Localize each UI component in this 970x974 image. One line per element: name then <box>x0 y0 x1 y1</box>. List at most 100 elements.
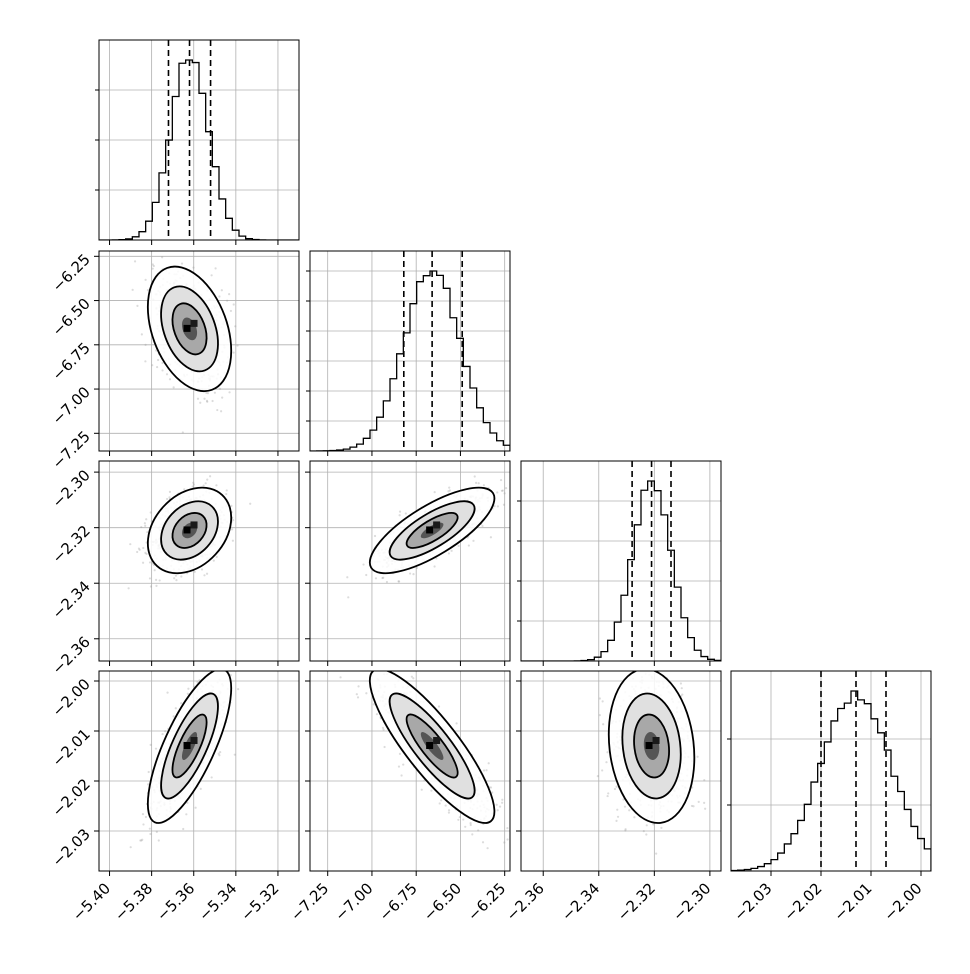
scatter-point <box>430 789 433 792</box>
scatter-point <box>199 401 202 404</box>
scatter-point <box>455 722 458 725</box>
x-tick-label: −2.03 <box>730 879 775 924</box>
hist-step-3 <box>731 690 931 871</box>
scatter-point <box>232 303 235 306</box>
scatter-point <box>504 487 508 490</box>
scatter-point <box>129 543 132 546</box>
scatter-point <box>489 536 493 539</box>
scatter-point <box>218 387 222 391</box>
hist-grid <box>99 40 299 240</box>
scatter-point <box>237 687 240 691</box>
scatter-point <box>447 809 451 812</box>
scatter-point <box>199 787 202 790</box>
scatter-point <box>138 548 141 551</box>
scatter-point <box>601 769 604 772</box>
scatter-point <box>140 333 143 336</box>
scatter-point <box>127 587 130 590</box>
scatter-point <box>174 574 178 577</box>
scatter-point <box>164 730 167 733</box>
y-tick-label: −7.25 <box>49 427 94 472</box>
scatter-point <box>217 752 220 755</box>
scatter-point <box>180 262 184 265</box>
scatter-point <box>220 289 223 292</box>
density-group <box>346 475 510 599</box>
scatter-point <box>503 841 506 844</box>
scatter-point <box>161 732 164 736</box>
scatter-point <box>435 557 438 560</box>
scatter-point <box>347 596 350 599</box>
x-tick-label: −2.32 <box>614 879 659 924</box>
scatter-point <box>704 807 707 810</box>
scatter-point <box>503 492 506 495</box>
x-tick-label: −5.32 <box>237 879 282 924</box>
x-tick-label: −6.75 <box>376 879 421 924</box>
scatter-point <box>196 664 198 666</box>
scatter-point <box>204 482 207 485</box>
scatter-point <box>383 745 386 749</box>
scatter-point <box>233 753 236 756</box>
scatter-point <box>457 818 460 821</box>
y-tick-label: −2.02 <box>49 775 94 820</box>
x-tick-label: −5.38 <box>111 879 156 924</box>
density-group <box>109 244 239 434</box>
scatter-point <box>203 574 206 577</box>
scatter-point <box>231 519 235 522</box>
scatter-point <box>412 572 415 576</box>
scatter-point <box>498 805 502 808</box>
panel-0-0 <box>95 39 300 245</box>
scatter-point <box>161 256 164 259</box>
scatter-point <box>447 552 451 555</box>
scatter-point <box>214 267 217 270</box>
scatter-point <box>628 809 631 812</box>
scatter-point <box>404 512 407 515</box>
scatter-point <box>136 304 139 307</box>
scatter-point <box>144 524 147 527</box>
scatter-point <box>180 702 183 705</box>
scatter-point <box>174 707 177 710</box>
scatter-point <box>146 289 149 292</box>
scatter-point <box>231 528 234 531</box>
scatter-point <box>213 391 216 394</box>
scatter-point <box>152 264 155 268</box>
scatter-point <box>228 293 231 296</box>
scatter-point <box>502 503 506 506</box>
density-peak <box>190 737 198 744</box>
scatter-point <box>180 575 183 578</box>
x-tick-label: −2.01 <box>830 879 875 924</box>
scatter-point <box>192 483 195 486</box>
panel-frame <box>98 460 300 662</box>
y-tick-label: −6.50 <box>49 295 94 340</box>
scatter-point <box>660 826 663 829</box>
panel-background <box>310 251 510 451</box>
panel-background <box>731 671 931 871</box>
scatter-point <box>148 561 152 564</box>
scatter-point <box>224 668 226 670</box>
scatter-point <box>181 244 183 246</box>
scatter-point <box>690 804 694 808</box>
x-tick-label: −7.25 <box>287 879 332 924</box>
density-peak <box>183 742 191 749</box>
scatter-point <box>624 829 627 832</box>
density-peak <box>645 742 653 749</box>
panel-frame <box>98 250 300 452</box>
scatter-point <box>229 309 233 313</box>
scatter-point <box>485 769 488 772</box>
scatter-point <box>230 504 233 507</box>
scatter-point <box>616 815 620 818</box>
scatter-point <box>149 832 152 836</box>
scatter-point <box>444 804 447 807</box>
scatter-point <box>231 539 234 542</box>
scatter-point <box>415 566 419 570</box>
scatter-point <box>400 774 403 777</box>
y-tick-label: −2.36 <box>49 633 94 678</box>
scatter-point <box>481 841 485 844</box>
scatter-point <box>211 399 214 403</box>
scatter-point <box>155 830 158 833</box>
y-tick-label: −2.03 <box>49 825 94 870</box>
scatter-point <box>495 803 498 806</box>
scatter-point <box>141 838 144 841</box>
scatter-point <box>408 572 412 575</box>
scatter-point <box>156 365 159 369</box>
scatter-point <box>437 705 441 708</box>
scatter-point <box>440 799 443 802</box>
